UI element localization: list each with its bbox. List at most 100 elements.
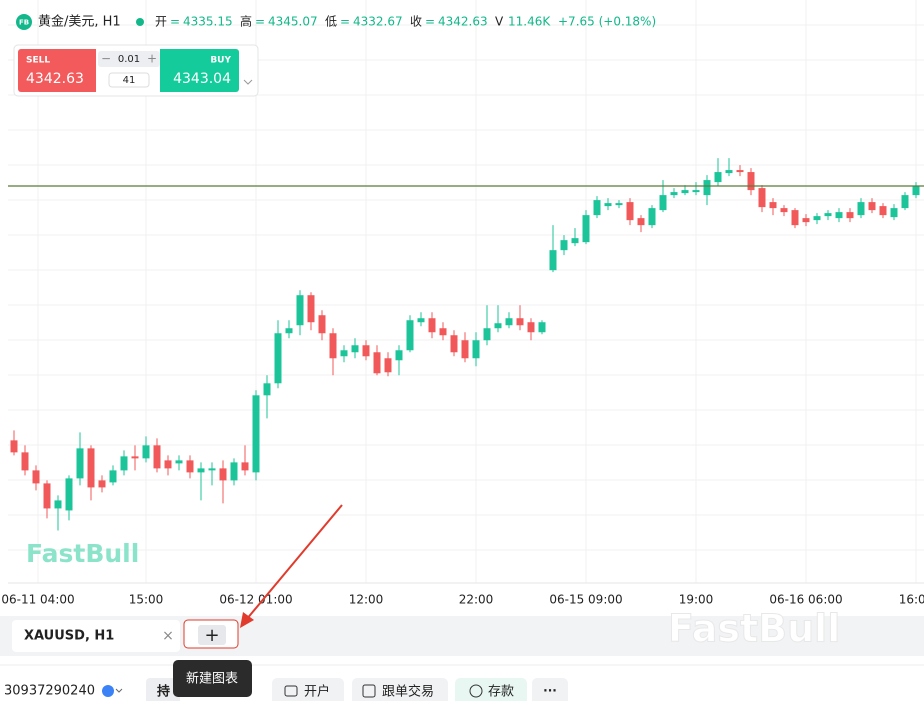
low-value: 4332.67 xyxy=(353,15,403,29)
candle-body xyxy=(780,208,788,213)
candle-body xyxy=(450,335,458,353)
sell-label: SELL xyxy=(26,56,50,66)
candle-body xyxy=(296,295,304,326)
open-label: 开 xyxy=(155,15,167,29)
buy-button[interactable] xyxy=(150,49,239,92)
x-tick-label: 06-16 06:00 xyxy=(769,593,842,607)
candle-body xyxy=(252,395,260,473)
close-label: 收 xyxy=(410,15,422,29)
account-dropdown[interactable] xyxy=(115,688,123,693)
candle-body xyxy=(406,320,414,351)
tab-close[interactable]: × xyxy=(162,628,174,644)
x-tick-label: 06-12 01:00 xyxy=(219,593,292,607)
x-tick-label: 06-15 09:00 xyxy=(549,593,622,607)
candle-body xyxy=(219,468,227,481)
candle-body xyxy=(417,318,425,323)
icon-text: FB xyxy=(19,19,29,27)
candle-body xyxy=(527,322,535,333)
candle-body xyxy=(725,170,733,174)
account: 30937290240 xyxy=(4,684,95,699)
low-eq: = xyxy=(340,15,350,29)
candle-body xyxy=(802,218,810,223)
volume-label: V xyxy=(495,15,504,29)
tooltip xyxy=(173,660,252,697)
close-value: 4342.63 xyxy=(438,15,488,29)
close-eq: = xyxy=(425,15,435,29)
candle-body xyxy=(395,350,403,361)
candle-body xyxy=(791,210,799,226)
candle-body xyxy=(692,190,700,193)
annotation-arrowhead xyxy=(240,612,254,628)
lot-minus[interactable]: − xyxy=(101,52,111,66)
candle-body xyxy=(54,500,62,509)
change: +7.65 (+0.18%) xyxy=(558,15,656,29)
button-icon xyxy=(284,685,298,697)
status-dot xyxy=(136,18,144,26)
candle-body xyxy=(736,170,744,173)
watermark: FastBull xyxy=(26,539,139,568)
x-tick-label: 16:00 xyxy=(899,593,924,607)
candle-body xyxy=(593,200,601,216)
button[interactable] xyxy=(455,678,527,701)
sell-button[interactable] xyxy=(18,49,106,92)
open-value: 4335.15 xyxy=(183,15,233,29)
candle-body xyxy=(813,216,821,221)
candle-body xyxy=(32,470,40,484)
candle-body xyxy=(340,350,348,357)
candle-body xyxy=(373,352,381,374)
x-tick-label: 12:00 xyxy=(349,593,384,607)
candle-body xyxy=(120,456,128,471)
tab[interactable] xyxy=(12,620,180,652)
candle-body xyxy=(98,480,106,488)
candle-body xyxy=(747,172,755,191)
candle-body xyxy=(307,295,315,323)
candle-body xyxy=(164,460,172,469)
lot-input[interactable] xyxy=(98,51,160,67)
button-icon xyxy=(469,684,483,698)
candle-body xyxy=(626,202,634,221)
more-button[interactable] xyxy=(532,678,568,701)
candle-body xyxy=(263,383,271,396)
buy-label: BUY xyxy=(210,56,231,66)
x-tick-label: 19:00 xyxy=(679,593,714,607)
candle-body xyxy=(208,468,216,471)
candle-body xyxy=(582,215,590,243)
candle-body xyxy=(461,340,469,359)
candle-body xyxy=(824,213,832,217)
x-labels: 06-11 04:00 15:00 06-12 01:00 12:00 22:00 06-… xyxy=(1,593,924,607)
candle-body xyxy=(384,358,392,373)
panel-collapse[interactable] xyxy=(243,79,253,85)
candle-body xyxy=(879,206,887,216)
candle-body xyxy=(681,190,689,194)
candle-body xyxy=(362,345,370,357)
candle-body xyxy=(153,445,161,469)
high-label: 高 xyxy=(240,14,252,29)
lot-plus[interactable]: + xyxy=(147,52,157,66)
candle-body xyxy=(890,208,898,218)
open-eq: = xyxy=(170,15,180,29)
plot xyxy=(8,158,924,531)
tab-title: XAUUSD, H1 xyxy=(24,629,114,644)
candle-body xyxy=(274,333,282,384)
candle-body xyxy=(472,340,480,359)
verified-icon xyxy=(102,685,114,697)
x-tick-label: 22:00 xyxy=(459,593,494,607)
button[interactable] xyxy=(352,678,448,701)
candle-body xyxy=(637,218,645,226)
candle-body xyxy=(329,333,337,359)
low-label: 低 xyxy=(325,15,337,29)
candle-body xyxy=(714,172,722,183)
candle-body xyxy=(857,202,865,216)
symbol: 黄金/美元, H1 xyxy=(38,14,121,30)
candle-body xyxy=(76,448,84,479)
candle-body xyxy=(604,203,612,207)
x-tick-label: 15:00 xyxy=(129,593,164,607)
holdings-tab[interactable] xyxy=(146,678,180,701)
candle-body xyxy=(901,195,909,209)
candle-body xyxy=(516,318,524,326)
button[interactable] xyxy=(272,678,344,701)
candle-body xyxy=(43,483,51,509)
candle-body xyxy=(648,208,656,226)
candle-body xyxy=(538,322,546,333)
